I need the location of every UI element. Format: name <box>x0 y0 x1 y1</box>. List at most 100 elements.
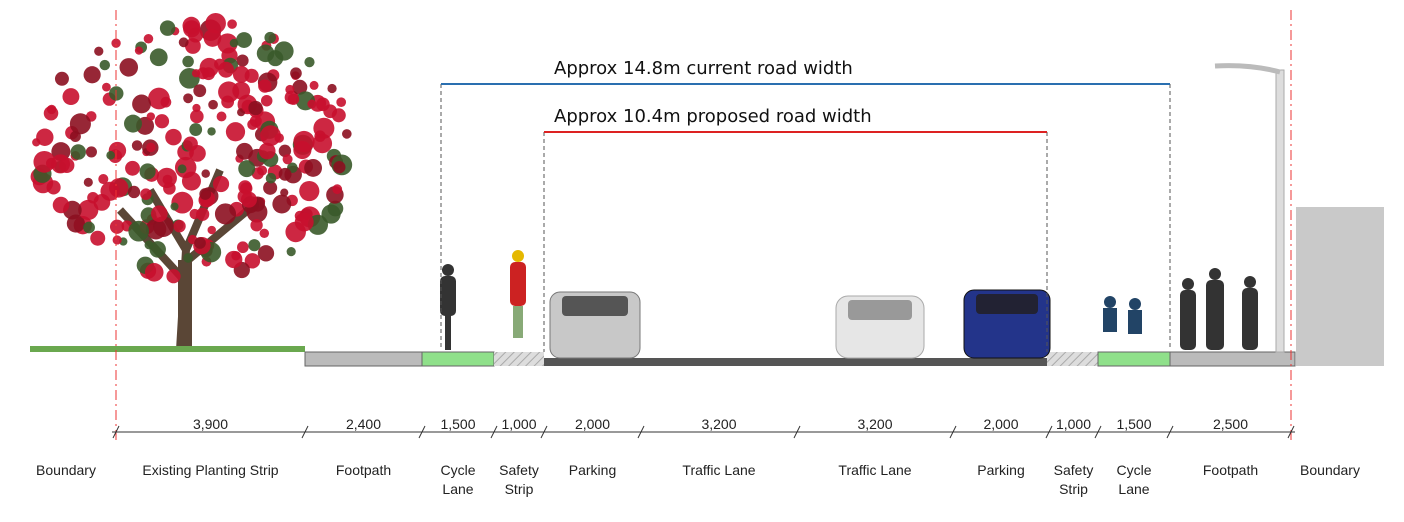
foliage <box>333 161 346 174</box>
dimension-value: 1,500 <box>1116 416 1151 432</box>
dimension-tick <box>637 425 645 439</box>
foliage <box>131 140 143 151</box>
dimension-value: 2,500 <box>1213 416 1248 432</box>
foliage <box>189 123 203 136</box>
foliage <box>128 220 150 242</box>
foliage <box>62 88 80 106</box>
foliage <box>304 57 315 68</box>
foliage <box>132 94 151 114</box>
street-light-arm <box>1214 63 1281 75</box>
foliage <box>331 108 346 123</box>
foliage <box>146 142 156 153</box>
foliage <box>85 146 97 158</box>
foliage <box>149 241 166 258</box>
foliage <box>125 160 140 176</box>
foliage <box>199 57 219 78</box>
foliage <box>69 113 91 135</box>
proposed-width-label: Approx 10.4m proposed road width <box>554 106 872 127</box>
foliage <box>106 150 115 160</box>
foliage <box>290 67 302 80</box>
dimension-value: 1,000 <box>1056 416 1091 432</box>
foliage <box>278 167 292 181</box>
foliage <box>285 84 295 95</box>
foliage <box>257 245 275 262</box>
foliage <box>280 188 289 197</box>
foliage <box>193 84 207 98</box>
foliage <box>99 59 111 71</box>
foliage <box>201 169 210 178</box>
foliage <box>183 93 194 104</box>
foliage <box>313 117 335 139</box>
zone-label: Parking <box>568 462 617 478</box>
foliage <box>207 225 216 235</box>
foliage <box>205 12 226 34</box>
dimension-tick <box>418 425 426 439</box>
foliage <box>83 221 95 234</box>
foliage <box>109 219 125 234</box>
foliage <box>87 191 99 204</box>
foliage <box>181 171 201 191</box>
foliage <box>250 219 263 232</box>
dimension-tick <box>490 425 498 439</box>
foliage <box>274 133 284 143</box>
foliage <box>43 106 59 121</box>
foliage <box>203 29 222 47</box>
foliage <box>145 218 167 240</box>
dimension-tick <box>949 425 957 439</box>
foliage <box>274 41 294 61</box>
foliage <box>240 182 253 195</box>
foliage <box>265 172 277 184</box>
dimension-value: 3,200 <box>701 416 736 432</box>
foliage <box>191 69 201 78</box>
cars <box>549 289 1051 359</box>
street-light <box>1275 69 1285 353</box>
foliage <box>229 38 239 48</box>
foliage <box>119 58 139 77</box>
foliage <box>182 16 201 35</box>
foliage <box>102 82 111 92</box>
dimension-value: 2,400 <box>346 416 381 432</box>
foliage <box>248 100 263 116</box>
road-surface <box>544 358 1047 366</box>
foliage <box>282 154 293 165</box>
foliage <box>178 37 189 48</box>
foliage <box>225 122 246 142</box>
foliage <box>192 103 201 113</box>
foliage <box>199 188 212 200</box>
foliage <box>127 185 141 199</box>
foliage <box>98 174 109 185</box>
foliage <box>332 184 343 195</box>
foliage <box>307 99 317 109</box>
foliage <box>208 99 218 110</box>
foliage <box>257 165 268 176</box>
zone-label: Parking <box>977 462 1025 478</box>
foliage <box>52 196 70 214</box>
foliage <box>327 83 337 94</box>
foliage <box>32 138 41 147</box>
foliage <box>159 20 176 36</box>
foliage <box>286 247 296 257</box>
foliage <box>177 164 187 174</box>
foliage <box>78 199 99 221</box>
foliage <box>258 79 272 93</box>
safety-surface <box>494 352 544 366</box>
zone-label: Safety Strip <box>1053 462 1094 497</box>
zone-label: Safety Strip <box>499 462 539 497</box>
foliage <box>236 32 252 48</box>
dimension-value: 1,000 <box>501 416 536 432</box>
zone-label: Traffic Lane <box>838 462 912 478</box>
foliage <box>293 130 315 153</box>
foliage <box>258 142 276 160</box>
foliage <box>94 46 104 56</box>
foliage <box>316 97 330 112</box>
foliage <box>143 34 154 44</box>
zone-label: Boundary <box>36 462 96 478</box>
foliage <box>299 180 320 202</box>
foliage <box>166 269 181 284</box>
foliage <box>83 66 101 84</box>
dimension-tick <box>1094 425 1102 439</box>
foliage <box>240 191 257 208</box>
foliage <box>259 228 270 239</box>
foliage <box>148 87 170 110</box>
